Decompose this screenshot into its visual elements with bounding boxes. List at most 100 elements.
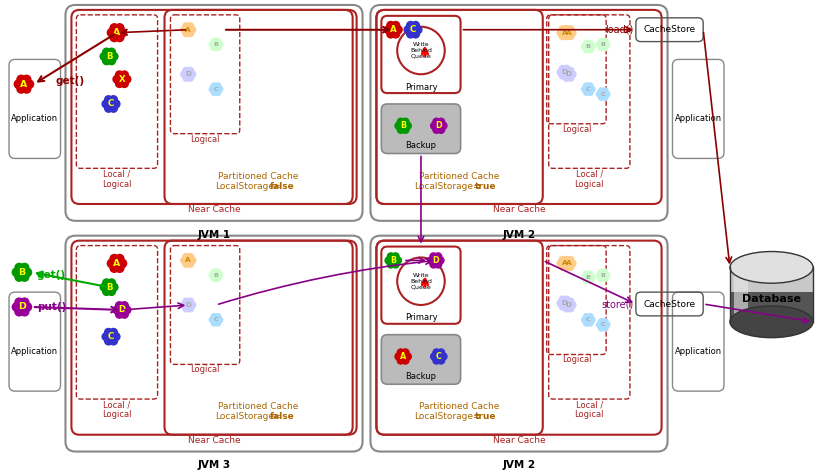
- Text: Logical: Logical: [562, 125, 591, 134]
- Circle shape: [584, 47, 589, 53]
- Circle shape: [587, 83, 593, 89]
- Text: D: D: [565, 71, 572, 77]
- Circle shape: [102, 100, 110, 108]
- Circle shape: [112, 333, 120, 341]
- Circle shape: [599, 94, 604, 100]
- Circle shape: [565, 260, 572, 267]
- Circle shape: [183, 23, 190, 29]
- Circle shape: [397, 357, 405, 364]
- Circle shape: [561, 260, 568, 267]
- Circle shape: [604, 42, 609, 48]
- Circle shape: [108, 287, 115, 295]
- Circle shape: [400, 122, 407, 130]
- Circle shape: [395, 257, 401, 264]
- Circle shape: [568, 67, 573, 74]
- Circle shape: [15, 307, 23, 316]
- Circle shape: [397, 257, 445, 305]
- Circle shape: [189, 71, 196, 77]
- Text: Partitioned Cache: Partitioned Cache: [218, 403, 298, 412]
- Circle shape: [187, 305, 194, 312]
- Circle shape: [584, 83, 589, 89]
- Circle shape: [187, 298, 194, 304]
- Circle shape: [120, 80, 128, 87]
- Circle shape: [584, 314, 589, 320]
- Circle shape: [217, 42, 222, 48]
- Circle shape: [108, 48, 115, 56]
- Circle shape: [118, 75, 126, 84]
- Circle shape: [107, 28, 115, 37]
- Circle shape: [584, 41, 589, 46]
- Text: Partitioned Cache: Partitioned Cache: [420, 403, 500, 412]
- Text: D: D: [186, 71, 191, 77]
- Circle shape: [397, 126, 405, 133]
- Circle shape: [100, 283, 108, 291]
- Circle shape: [115, 71, 124, 79]
- Circle shape: [602, 276, 608, 281]
- Text: B: B: [601, 273, 605, 278]
- Circle shape: [103, 279, 110, 287]
- Circle shape: [110, 264, 119, 272]
- Circle shape: [563, 296, 570, 303]
- Circle shape: [13, 303, 21, 311]
- Text: Near Cache: Near Cache: [188, 436, 240, 445]
- Ellipse shape: [730, 306, 813, 337]
- Circle shape: [110, 24, 119, 32]
- Circle shape: [395, 122, 402, 129]
- Circle shape: [110, 283, 118, 291]
- Text: A: A: [566, 261, 571, 266]
- Circle shape: [587, 278, 593, 283]
- Circle shape: [433, 118, 440, 126]
- Text: C: C: [214, 87, 218, 92]
- Circle shape: [113, 306, 121, 314]
- Circle shape: [561, 260, 568, 267]
- Text: true: true: [475, 413, 496, 421]
- Text: Database: Database: [742, 294, 801, 303]
- Circle shape: [602, 45, 608, 51]
- Circle shape: [563, 33, 570, 40]
- Circle shape: [411, 30, 420, 38]
- Circle shape: [584, 278, 589, 283]
- Circle shape: [599, 325, 604, 331]
- Circle shape: [104, 283, 114, 291]
- Circle shape: [604, 91, 609, 97]
- Circle shape: [185, 302, 191, 309]
- Circle shape: [569, 29, 576, 36]
- Circle shape: [212, 276, 217, 281]
- Circle shape: [568, 75, 573, 81]
- Circle shape: [599, 45, 604, 51]
- Circle shape: [428, 257, 435, 264]
- Circle shape: [587, 41, 593, 46]
- Circle shape: [440, 353, 447, 360]
- Circle shape: [597, 91, 603, 97]
- Circle shape: [390, 257, 397, 264]
- Circle shape: [387, 22, 395, 29]
- Circle shape: [402, 118, 409, 126]
- Circle shape: [430, 253, 437, 260]
- Text: Local /
Logical: Local / Logical: [102, 169, 132, 189]
- Circle shape: [563, 303, 570, 310]
- Circle shape: [395, 353, 402, 360]
- Text: D: D: [186, 302, 191, 308]
- Circle shape: [15, 273, 23, 281]
- Text: C: C: [410, 25, 416, 34]
- Circle shape: [123, 306, 130, 314]
- Circle shape: [108, 279, 115, 287]
- Circle shape: [110, 104, 117, 112]
- Circle shape: [110, 33, 119, 42]
- Circle shape: [437, 257, 444, 264]
- Circle shape: [103, 287, 110, 295]
- Circle shape: [23, 268, 32, 277]
- Circle shape: [183, 67, 190, 74]
- Circle shape: [599, 269, 604, 275]
- Text: C: C: [586, 87, 591, 92]
- Text: LocalStorage=: LocalStorage=: [216, 413, 282, 421]
- Circle shape: [104, 52, 114, 61]
- Circle shape: [212, 314, 217, 320]
- Circle shape: [187, 30, 194, 36]
- Text: A: A: [390, 25, 396, 34]
- Text: C: C: [586, 317, 591, 322]
- Circle shape: [565, 302, 572, 309]
- Circle shape: [587, 47, 593, 53]
- Circle shape: [213, 317, 219, 323]
- Circle shape: [563, 298, 569, 304]
